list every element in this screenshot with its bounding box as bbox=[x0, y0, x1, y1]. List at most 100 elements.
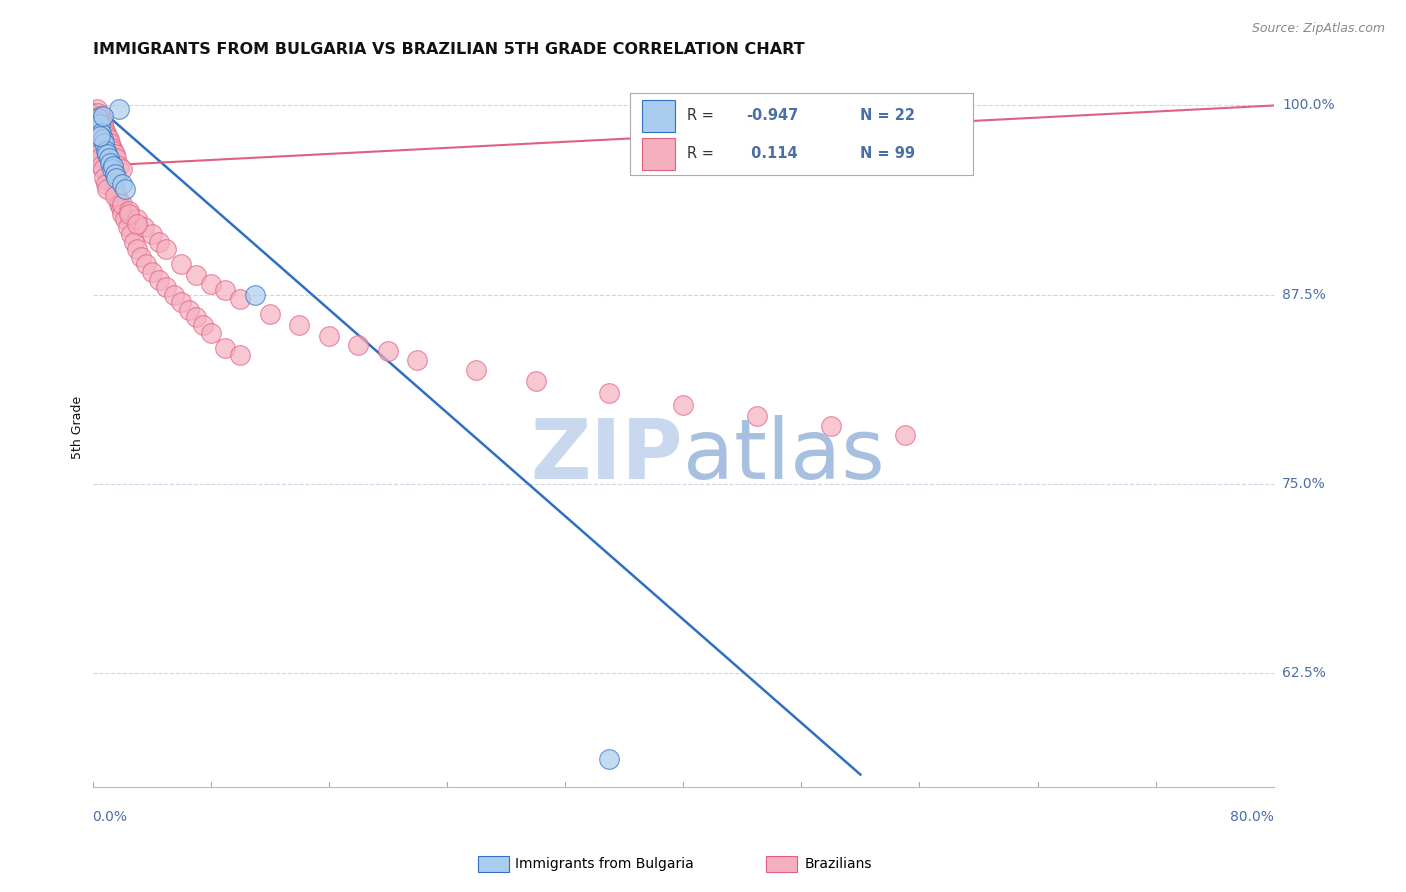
Point bbox=[100, 141, 122, 155]
Point bbox=[114, 182, 136, 196]
Point bbox=[87, 111, 110, 125]
Text: Source: ZipAtlas.com: Source: ZipAtlas.com bbox=[1251, 22, 1385, 36]
Point bbox=[105, 152, 128, 166]
Point bbox=[893, 428, 915, 442]
Point bbox=[118, 207, 141, 221]
Point bbox=[89, 152, 111, 166]
Point bbox=[148, 235, 170, 249]
Point bbox=[135, 257, 157, 271]
Point bbox=[377, 343, 399, 358]
Point bbox=[141, 265, 163, 279]
Point bbox=[94, 178, 117, 192]
Text: Brazilians: Brazilians bbox=[804, 857, 872, 871]
Text: N = 99: N = 99 bbox=[860, 146, 915, 161]
Point bbox=[104, 189, 127, 203]
Point bbox=[177, 302, 200, 317]
Point bbox=[108, 159, 131, 173]
Point bbox=[243, 287, 266, 301]
Point bbox=[100, 162, 122, 177]
Point bbox=[100, 156, 122, 170]
Point bbox=[90, 136, 112, 151]
Point bbox=[134, 219, 156, 234]
Text: R =: R = bbox=[686, 108, 718, 123]
Point bbox=[200, 277, 222, 292]
Point bbox=[91, 109, 114, 123]
Point bbox=[96, 136, 118, 151]
Point bbox=[117, 219, 139, 234]
Point bbox=[111, 197, 134, 211]
Point bbox=[318, 328, 340, 343]
Point bbox=[104, 147, 127, 161]
Point bbox=[87, 106, 110, 120]
Point bbox=[347, 337, 370, 351]
Point bbox=[820, 419, 842, 434]
Point bbox=[87, 147, 110, 161]
Point bbox=[96, 156, 118, 170]
Text: 87.5%: 87.5% bbox=[1282, 288, 1326, 301]
Point bbox=[193, 318, 215, 332]
Point bbox=[465, 363, 488, 377]
Point bbox=[229, 292, 252, 306]
Point bbox=[86, 121, 108, 136]
Point bbox=[155, 242, 177, 256]
Point bbox=[111, 162, 134, 177]
Point bbox=[163, 287, 186, 301]
Point bbox=[122, 235, 145, 249]
Point bbox=[93, 147, 115, 161]
Point bbox=[184, 310, 207, 325]
Point bbox=[155, 280, 177, 294]
Point bbox=[107, 192, 129, 206]
Point bbox=[91, 162, 114, 177]
Text: 80.0%: 80.0% bbox=[1230, 810, 1274, 823]
Point bbox=[86, 121, 108, 136]
Point bbox=[108, 102, 131, 116]
Point bbox=[524, 374, 547, 388]
Point bbox=[96, 147, 118, 161]
Text: 0.114: 0.114 bbox=[745, 146, 797, 161]
Point bbox=[200, 326, 222, 340]
Point bbox=[94, 152, 117, 166]
Point bbox=[104, 182, 127, 196]
Point bbox=[108, 197, 131, 211]
Point bbox=[129, 250, 152, 264]
Point bbox=[98, 167, 121, 181]
Point bbox=[125, 212, 148, 227]
Text: Immigrants from Bulgaria: Immigrants from Bulgaria bbox=[515, 857, 693, 871]
Point bbox=[104, 167, 127, 181]
Point bbox=[84, 113, 107, 128]
Point bbox=[98, 136, 121, 151]
Point bbox=[110, 202, 132, 216]
Text: 62.5%: 62.5% bbox=[1282, 666, 1326, 680]
Point bbox=[141, 227, 163, 242]
Point bbox=[91, 141, 114, 155]
Point bbox=[97, 162, 120, 177]
Point bbox=[259, 307, 281, 321]
Point bbox=[103, 178, 125, 192]
Point bbox=[91, 117, 114, 131]
Point bbox=[87, 126, 110, 140]
Point bbox=[125, 217, 148, 231]
Point bbox=[91, 132, 114, 146]
Point bbox=[89, 109, 111, 123]
Point bbox=[288, 318, 311, 332]
Point bbox=[111, 178, 134, 192]
Point bbox=[89, 111, 111, 125]
Point bbox=[103, 144, 125, 158]
Point bbox=[86, 102, 108, 116]
Point bbox=[94, 144, 117, 158]
Text: IMMIGRANTS FROM BULGARIA VS BRAZILIAN 5TH GRADE CORRELATION CHART: IMMIGRANTS FROM BULGARIA VS BRAZILIAN 5T… bbox=[93, 42, 804, 57]
Point bbox=[96, 182, 118, 196]
Point bbox=[103, 159, 125, 173]
Point bbox=[90, 117, 112, 131]
Point bbox=[170, 295, 193, 310]
Point bbox=[406, 352, 429, 367]
Point bbox=[91, 121, 114, 136]
Point bbox=[120, 227, 142, 242]
Point bbox=[86, 141, 108, 155]
Point bbox=[93, 171, 115, 186]
Point bbox=[672, 398, 695, 412]
Point bbox=[89, 132, 111, 146]
Point bbox=[90, 159, 112, 173]
Point bbox=[745, 409, 768, 423]
Point bbox=[104, 167, 127, 181]
